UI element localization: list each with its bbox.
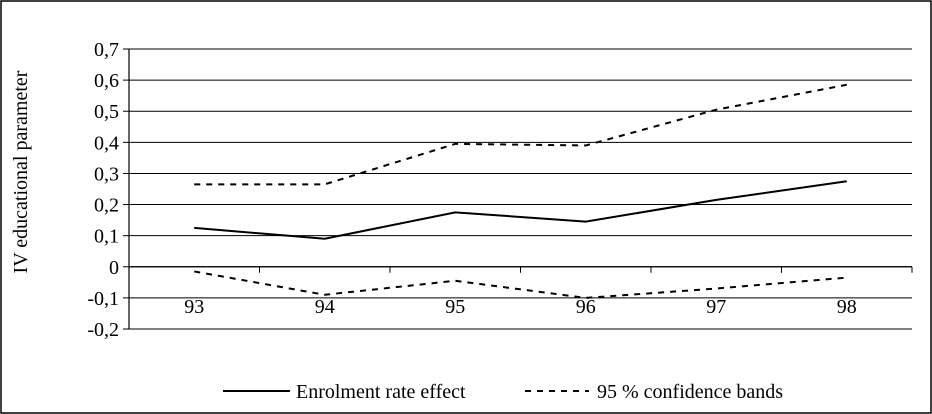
y-tick-label: 0,5 [94,101,119,123]
series-lines [194,83,847,299]
y-tick-label: 0,7 [94,39,119,61]
y-tick-label: 0,4 [94,132,119,154]
x-tick-label: 93 [184,296,204,318]
y-tick-label: 0,1 [94,226,119,248]
upper-confidence-band-line [194,83,847,186]
y-tick-label: -0,2 [87,319,119,341]
y-tick-label: 0,2 [94,195,119,217]
legend-label-confidence-bands: 95 % confidence bands [597,381,783,403]
y-tick-labels: 0,7 0,6 0,5 0,4 0,3 0,2 0,1 0 -0,1 -0,2 [87,39,119,341]
enrolment-rate-effect-line [194,180,847,240]
lower-confidence-band-line [194,270,847,299]
y-tick-label: -0,1 [87,288,119,310]
x-tick-label: 95 [445,296,465,318]
legend-label-enrolment-rate-effect: Enrolment rate effect [296,381,466,403]
x-tick-label: 94 [315,296,335,318]
x-tick-label: 97 [706,296,726,318]
y-tick-label: 0,3 [94,163,119,185]
legend: Enrolment rate effect 95 % confidence ba… [223,381,783,403]
x-tick-label: 98 [837,296,857,318]
axes [123,48,913,330]
y-tick-label: 0,6 [94,70,119,92]
gridlines [129,48,912,330]
y-axis-title: IV educational parameter [10,70,32,273]
x-tick-label: 96 [576,296,596,318]
x-tick-labels: 93 94 95 96 97 98 [184,296,857,318]
y-tick-label: 0 [109,257,119,279]
